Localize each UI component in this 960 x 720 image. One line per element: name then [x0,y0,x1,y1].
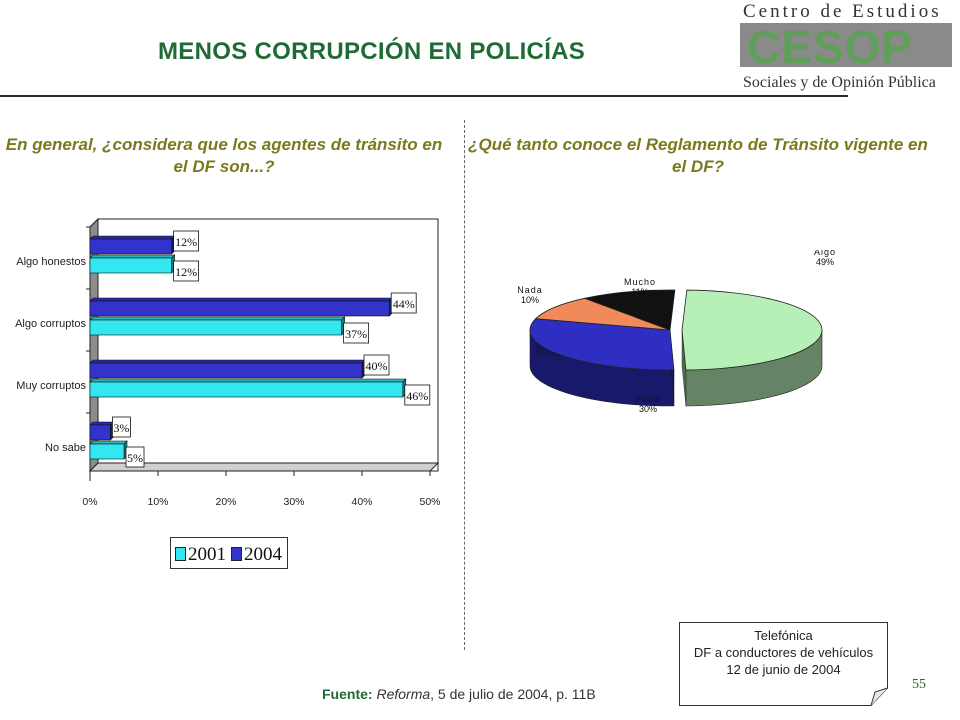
cesop-logo: Centro de Estudios CESOP Sociales y de O… [740,1,952,91]
note-line-1: Telefónica [754,628,813,643]
source-label: Fuente: [322,686,373,702]
x-tick-label: 50% [419,496,440,508]
bar-2001-muy-corruptos [89,381,404,398]
methodology-note: Telefónica DF a conductores de vehículos… [679,627,888,678]
x-tick-label: 10% [147,496,168,508]
data-label-2001: 5% [127,451,143,465]
bar-2001-no-sabe [89,443,125,460]
data-label-2004: 3% [113,421,129,435]
category-label: Muy corruptos [16,380,86,392]
pie-chart-question: ¿Qué tanto conoce el Reglamento de Tráns… [468,135,928,176]
x-tick-label: 0% [82,496,97,508]
data-label-box [125,446,145,468]
data-label-box [343,322,370,344]
bar-2004-no-sabe [89,424,111,441]
methodology-note-box [679,622,888,706]
pie-label-mucho: Mucho [624,277,656,287]
pie-value-poco: 30% [639,404,657,414]
legend-swatch-2001 [175,547,186,561]
bar-2004-algo-honestos [89,238,172,255]
bar-top-2001 [89,440,128,445]
data-label-box [404,384,431,406]
pie-slice-mucho [583,289,676,331]
source-detail: , 5 de julio de 2004, p. 11B [430,686,596,702]
logo-top-text: Centro de Estudios [743,1,942,22]
note-line-2: DF a conductores de vehículos [693,645,874,660]
x-tick-label: 20% [215,496,236,508]
legend-swatch-2004 [231,547,242,561]
pie-label-nada: Nada [517,285,543,295]
bar-2001-algo-honestos [89,257,172,274]
header-divider [0,95,848,97]
data-label-box [390,292,417,314]
bar-2004-algo-corruptos [89,300,390,317]
bar-top-2004 [89,235,176,240]
data-label-2004: 44% [393,297,415,311]
data-label-2001: 46% [406,389,428,403]
logo-bottom-text: Sociales y de Opinión Pública [743,74,936,91]
data-label-2001: 12% [175,265,197,279]
plot-floor [88,462,440,472]
data-label-box [363,354,390,376]
bar-top-2004 [89,421,115,426]
legend-label-2004: 2004 [244,544,282,565]
x-tick-label: 40% [351,496,372,508]
note-line-3: 12 de junio de 2004 [726,662,841,677]
bar-chart-legend: 2001 2004 [170,537,288,569]
bar-2001-algo-corruptos [89,319,342,336]
pie-slice-poco [529,318,675,371]
category-label: Algo corruptos [15,318,86,330]
logo-acronym: CESOP [747,21,913,73]
source-publication: Reforma [376,686,431,702]
pie-value-algo: 49% [816,257,834,267]
pie-value-mucho: 11% [631,287,648,297]
data-label-box [173,260,200,282]
bar-top-2001 [89,254,176,259]
page-title: MENOS CORRUPCIÓN EN POLICÍAS [158,38,586,65]
pie-label-poco: Poco [636,394,661,404]
legend-label-2001: 2001 [188,544,226,565]
bar-top-2001 [89,316,346,321]
data-label-box [173,230,200,252]
bar-top-2004 [89,359,366,364]
pie-slice-algo [681,289,823,371]
bar-top-2001 [89,378,407,383]
data-label-2004: 40% [366,359,388,373]
pie-value-nada: 10% [521,295,539,305]
source-citation: Fuente: Reforma, 5 de julio de 2004, p. … [322,686,596,702]
column-divider [464,120,465,650]
pie-label-algo: Algo [814,250,836,257]
data-label-2004: 12% [175,235,197,249]
category-label: Algo honestos [16,256,86,268]
pie-slice-nada [534,297,671,331]
page-number: 55 [912,677,926,692]
data-label-box [112,416,131,438]
data-label-2001: 37% [345,327,367,341]
bar-top-2004 [89,297,393,302]
bar-2004-muy-corruptos [89,362,363,379]
bar-chart: 0% 10% 20% 30% 40% 50% Algo honestos 12% 12% Algo… [15,217,441,508]
category-label: No sabe [45,442,86,454]
x-tick-label: 30% [283,496,304,508]
bar-chart-question: En general, ¿considera que los agentes d… [5,135,443,176]
